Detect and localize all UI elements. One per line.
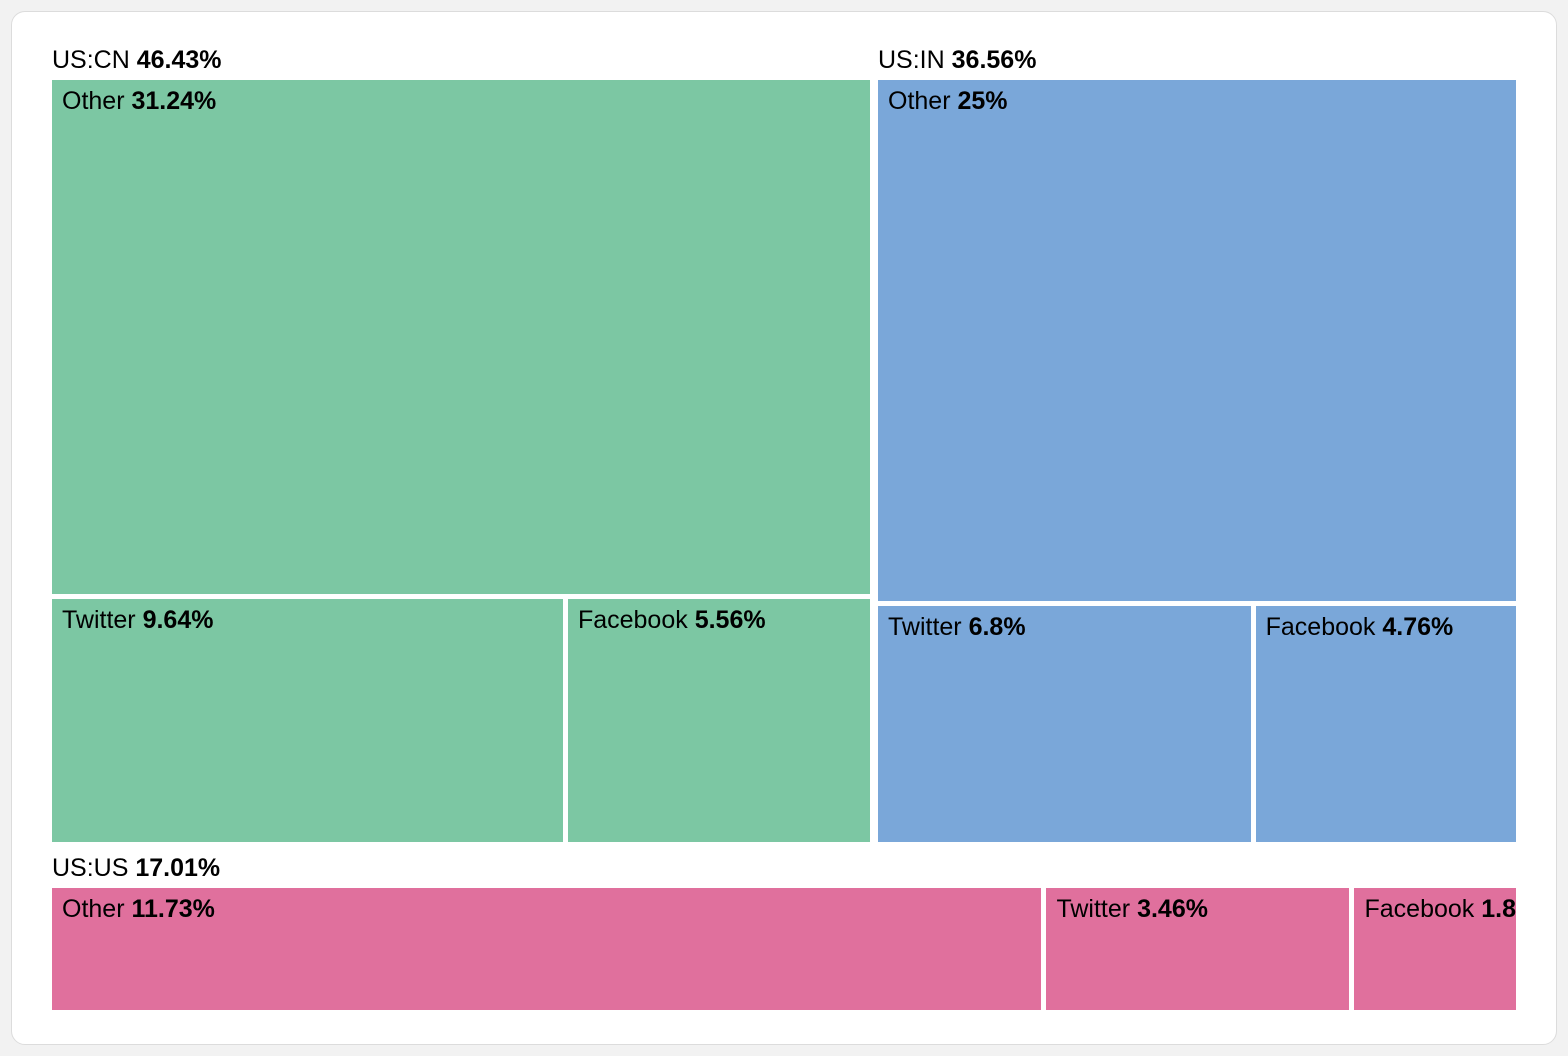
group-name: US:IN	[878, 46, 945, 74]
treemap-cell-us-us-other[interactable]: Other 11.73%	[52, 888, 1042, 1010]
group-cells: Other 31.24% Twitter 9.64% Facebook 5.56%	[52, 80, 870, 842]
treemap-cell-us-cn-facebook[interactable]: Facebook 5.56%	[567, 599, 870, 842]
treemap-top-row: US:CN 46.43% Other 31.24% Twitter 9.64% Fac…	[52, 44, 1516, 842]
cell-name: Twitter	[888, 613, 962, 642]
group-name: US:CN	[52, 46, 130, 74]
cell-name: Other	[888, 87, 951, 115]
group-cells: Other 25% Twitter 6.8% Facebook 4.76%	[878, 80, 1516, 842]
group-label-us-in: US:IN 36.56%	[878, 44, 1516, 80]
cell-percent: 5.56%	[694, 606, 766, 635]
group-name: US:US	[52, 854, 129, 882]
group-percent: 17.01%	[135, 854, 221, 882]
group-label-us-cn: US:CN 46.43%	[52, 44, 870, 80]
cell-name: Facebook	[1364, 895, 1475, 923]
cell-name: Facebook	[577, 606, 688, 635]
treemap-cell-us-in-facebook[interactable]: Facebook 4.76%	[1255, 606, 1516, 842]
cell-percent: 1.81%	[1481, 895, 1516, 923]
treemap-chart: US:CN 46.43% Other 31.24% Twitter 9.64% Fac…	[52, 44, 1516, 1010]
chart-card: US:CN 46.43% Other 31.24% Twitter 9.64% Fac…	[11, 11, 1557, 1045]
cell-percent: 9.64%	[142, 606, 214, 635]
cell-percent: 31.24%	[131, 87, 217, 115]
cell-percent: 25%	[957, 87, 1008, 115]
treemap-group-us-us: US:US 17.01% Other 11.73% Twitter 3.46% Fac…	[52, 852, 1516, 1010]
treemap-cell-us-in-other[interactable]: Other 25%	[878, 80, 1516, 602]
treemap-cell-us-in-twitter[interactable]: Twitter 6.8%	[878, 606, 1251, 842]
cell-name: Other	[62, 895, 125, 923]
treemap-cell-us-cn-other[interactable]: Other 31.24%	[52, 80, 870, 595]
cell-percent: 4.76%	[1382, 613, 1454, 642]
treemap-group-us-cn: US:CN 46.43% Other 31.24% Twitter 9.64% Fac…	[52, 44, 870, 842]
cell-name: Twitter	[1056, 895, 1131, 923]
cell-name: Twitter	[62, 606, 136, 635]
cell-name: Other	[62, 87, 125, 115]
group-percent: 36.56%	[951, 46, 1037, 74]
cell-percent: 3.46%	[1137, 895, 1208, 923]
cell-percent: 6.8%	[968, 613, 1026, 642]
treemap-group-us-in: US:IN 36.56% Other 25% Twitter 6.8% Faceboo…	[878, 44, 1516, 842]
treemap-cell-us-us-twitter[interactable]: Twitter 3.46%	[1046, 888, 1350, 1010]
group-cells-row: Twitter 6.8% Facebook 4.76%	[878, 606, 1516, 842]
group-label-us-us: US:US 17.01%	[52, 852, 1516, 888]
group-percent: 46.43%	[136, 46, 222, 74]
group-cells-row: Twitter 9.64% Facebook 5.56%	[52, 599, 870, 842]
cell-name: Facebook	[1265, 613, 1376, 642]
cell-percent: 11.73%	[131, 895, 215, 923]
treemap-cell-us-cn-twitter[interactable]: Twitter 9.64%	[52, 599, 563, 842]
